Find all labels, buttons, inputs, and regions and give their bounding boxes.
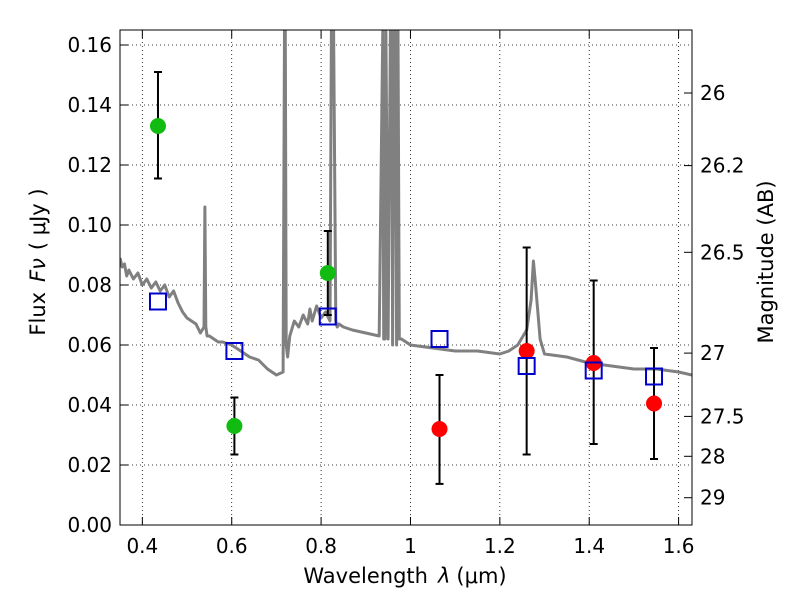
- model-square-marker: [517, 357, 536, 375]
- y-tick-label: 0.14: [67, 93, 112, 117]
- x-axis-label: Wavelength λ (μm): [303, 564, 506, 588]
- y-tick-label: 0.06: [67, 333, 112, 357]
- y2-tick-label: 26.5: [700, 240, 745, 264]
- x-tick-label: 0.6: [216, 534, 248, 558]
- x-tick-label: 1.6: [663, 534, 695, 558]
- model-square-marker: [645, 367, 664, 386]
- plot-frame: [119, 29, 693, 526]
- y2-tick-label: 26.2: [700, 154, 745, 178]
- y2-tick-label: 26: [700, 81, 725, 105]
- model-spectrum-line: [120, 30, 692, 377]
- data-point: [319, 265, 336, 281]
- data-point: [518, 343, 535, 359]
- x-tick-label: 1.4: [573, 534, 605, 558]
- y-tick-label: 0.08: [67, 273, 112, 297]
- y-axis-label: FluxFν( μJy ): [26, 188, 50, 335]
- x-tick-label: 0.8: [305, 534, 337, 558]
- x-tick-label: 0.4: [126, 534, 158, 558]
- model-square-marker: [225, 342, 244, 360]
- y-tick-label: 0.04: [67, 393, 112, 417]
- model-square-marker: [318, 307, 337, 326]
- axis-ticks: 0.4 0.6 0.8 1 1.2 1.4 1.6 0.00 0.02 0.04 0.06 0.08 0…: [67, 30, 745, 558]
- data-point: [226, 418, 243, 434]
- y-tick-label: 0.16: [67, 33, 112, 57]
- y2-tick-label: 29: [700, 486, 725, 510]
- y2-tick-label: 28: [700, 444, 725, 468]
- y2-tick-label: 27: [700, 341, 725, 365]
- model-square-marker: [148, 292, 167, 311]
- y-tick-label: 0.12: [67, 153, 112, 177]
- model-square-marker: [430, 330, 449, 348]
- model-spectrum-layer: [120, 30, 692, 377]
- data-point: [646, 395, 663, 412]
- data-point: [149, 118, 166, 134]
- x-tick-label: 1.2: [484, 534, 516, 558]
- y2-tick-label: 27.5: [700, 404, 745, 428]
- y2-axis-label: Magnitude (AB): [754, 180, 778, 343]
- data-point: [431, 421, 448, 437]
- x-tick-label: 1: [404, 534, 417, 558]
- y-tick-label: 0.02: [67, 453, 112, 477]
- y-tick-label: 0.10: [67, 213, 112, 237]
- y-tick-label: 0.00: [67, 513, 112, 537]
- model-square-marker: [584, 361, 603, 380]
- data-markers: [148, 118, 664, 437]
